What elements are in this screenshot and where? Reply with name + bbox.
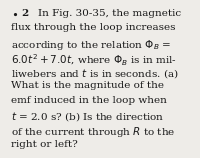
Text: liwebers and $t$ is in seconds. (a): liwebers and $t$ is in seconds. (a) (11, 67, 179, 80)
Text: $6.0t^{2} + 7.0t$, where $\Phi_{B}$ is in mil-: $6.0t^{2} + 7.0t$, where $\Phi_{B}$ is i… (11, 52, 177, 68)
Text: $\bullet$: $\bullet$ (11, 9, 18, 19)
Text: flux through the loop increases: flux through the loop increases (11, 23, 176, 32)
Text: $t$ = 2.0 s? (b) Is the direction: $t$ = 2.0 s? (b) Is the direction (11, 110, 164, 123)
Text: according to the relation $\Phi_{B}$ =: according to the relation $\Phi_{B}$ = (11, 38, 171, 52)
Text: What is the magnitude of the: What is the magnitude of the (11, 81, 164, 90)
Text: emf induced in the loop when: emf induced in the loop when (11, 96, 167, 105)
Text: 2: 2 (21, 9, 29, 18)
Text: of the current through $R$ to the: of the current through $R$ to the (11, 125, 175, 139)
Text: right or left?: right or left? (11, 140, 78, 149)
Text: In Fig. 30-35, the magnetic: In Fig. 30-35, the magnetic (38, 9, 181, 18)
